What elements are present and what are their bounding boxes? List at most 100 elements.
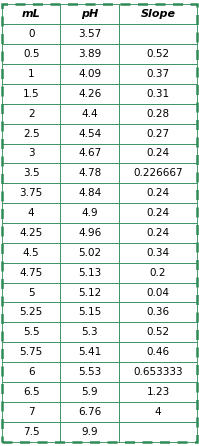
Text: 4.25: 4.25 — [20, 228, 43, 238]
Bar — [60, 243, 119, 263]
Bar — [60, 4, 119, 25]
Text: 4.26: 4.26 — [78, 89, 101, 99]
Bar — [60, 342, 119, 362]
Text: 4.75: 4.75 — [20, 268, 43, 278]
Bar — [2, 124, 60, 144]
Text: 4.5: 4.5 — [23, 248, 40, 258]
Bar — [2, 104, 60, 124]
Bar — [119, 44, 197, 64]
Text: 7.5: 7.5 — [23, 427, 40, 437]
Text: 4.96: 4.96 — [78, 228, 101, 238]
Bar — [2, 84, 60, 104]
Bar — [60, 64, 119, 84]
Bar — [60, 104, 119, 124]
Text: 3.75: 3.75 — [20, 188, 43, 198]
Bar — [2, 44, 60, 64]
Bar — [119, 144, 197, 163]
Text: 9.9: 9.9 — [81, 427, 98, 437]
Bar — [60, 322, 119, 342]
Text: 0.2: 0.2 — [150, 268, 166, 278]
Text: 1.23: 1.23 — [146, 387, 170, 397]
Text: 2: 2 — [28, 109, 35, 119]
Text: 5.02: 5.02 — [78, 248, 101, 258]
Text: 5.25: 5.25 — [20, 307, 43, 318]
Bar — [2, 223, 60, 243]
Text: 3.5: 3.5 — [23, 168, 40, 178]
Bar — [119, 25, 197, 44]
Bar — [119, 362, 197, 382]
Text: 0.5: 0.5 — [23, 49, 39, 59]
Text: 4.67: 4.67 — [78, 149, 101, 158]
Bar — [2, 243, 60, 263]
Text: 6: 6 — [28, 367, 35, 377]
Text: 0.34: 0.34 — [146, 248, 170, 258]
Bar — [119, 84, 197, 104]
Text: 0.36: 0.36 — [146, 307, 170, 318]
Text: 6.5: 6.5 — [23, 387, 40, 397]
Text: 0.04: 0.04 — [146, 288, 170, 297]
Text: 0.52: 0.52 — [146, 49, 170, 59]
Text: 5.3: 5.3 — [81, 327, 98, 337]
Bar — [2, 163, 60, 183]
Bar — [2, 4, 60, 25]
Text: 4: 4 — [155, 407, 161, 417]
Bar — [119, 302, 197, 322]
Text: 5.12: 5.12 — [78, 288, 101, 297]
Bar — [60, 223, 119, 243]
Text: 3: 3 — [28, 149, 35, 158]
Text: 1: 1 — [28, 69, 35, 79]
Text: 4: 4 — [28, 208, 35, 218]
Text: 4.09: 4.09 — [78, 69, 101, 79]
Bar — [2, 283, 60, 302]
Bar — [119, 124, 197, 144]
Text: 4.84: 4.84 — [78, 188, 101, 198]
Bar — [60, 124, 119, 144]
Bar — [2, 362, 60, 382]
Bar — [119, 263, 197, 283]
Bar — [119, 223, 197, 243]
Bar — [2, 183, 60, 203]
Text: 0: 0 — [28, 29, 34, 39]
Bar — [60, 302, 119, 322]
Text: 2.5: 2.5 — [23, 128, 40, 139]
Text: 3.57: 3.57 — [78, 29, 101, 39]
Text: 4.78: 4.78 — [78, 168, 101, 178]
Text: 0.653333: 0.653333 — [133, 367, 183, 377]
Bar — [119, 283, 197, 302]
Bar — [2, 64, 60, 84]
Bar — [60, 402, 119, 421]
Text: 5.9: 5.9 — [81, 387, 98, 397]
Bar — [60, 84, 119, 104]
Text: 5.15: 5.15 — [78, 307, 101, 318]
Bar — [60, 163, 119, 183]
Bar — [119, 64, 197, 84]
Bar — [2, 302, 60, 322]
Bar — [119, 402, 197, 421]
Bar — [2, 25, 60, 44]
Bar — [119, 322, 197, 342]
Bar — [119, 4, 197, 25]
Text: 1.5: 1.5 — [23, 89, 40, 99]
Text: 0.226667: 0.226667 — [133, 168, 183, 178]
Text: 0.24: 0.24 — [146, 228, 170, 238]
Text: 4.54: 4.54 — [78, 128, 101, 139]
Bar — [60, 283, 119, 302]
Bar — [2, 402, 60, 421]
Text: 0.28: 0.28 — [146, 109, 170, 119]
Bar — [2, 263, 60, 283]
Text: mL: mL — [22, 9, 41, 19]
Text: 4.9: 4.9 — [81, 208, 98, 218]
Bar — [60, 25, 119, 44]
Text: 4.4: 4.4 — [81, 109, 98, 119]
Bar — [119, 342, 197, 362]
Bar — [60, 144, 119, 163]
Bar — [60, 382, 119, 402]
Text: 5.53: 5.53 — [78, 367, 101, 377]
Text: 7: 7 — [28, 407, 35, 417]
Text: 0.37: 0.37 — [146, 69, 170, 79]
Bar — [2, 421, 60, 442]
Text: 5.75: 5.75 — [20, 347, 43, 357]
Bar — [119, 421, 197, 442]
Bar — [119, 382, 197, 402]
Text: 0.24: 0.24 — [146, 149, 170, 158]
